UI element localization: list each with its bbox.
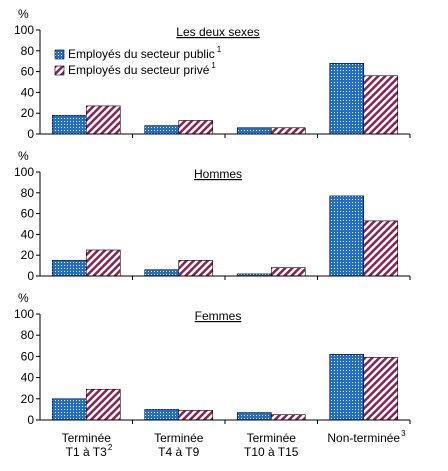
- y-tick-label: 0: [27, 413, 34, 427]
- panel-title: Les deux sexes: [176, 25, 259, 39]
- bar: [270, 414, 306, 421]
- y-tick-label: 0: [27, 127, 34, 141]
- bar: [236, 412, 272, 421]
- x-tick-note: 3: [401, 429, 406, 438]
- x-tick-label: T1 à T3: [66, 445, 107, 459]
- x-tick-label: Terminée: [62, 431, 112, 445]
- y-tick-label: 80: [21, 44, 35, 58]
- bar: [51, 260, 87, 277]
- y-tick-label: 80: [21, 186, 35, 200]
- bar: [144, 125, 180, 135]
- bar: [329, 353, 365, 421]
- x-tick-label: Terminée: [247, 431, 297, 445]
- y-tick-label: 100: [14, 307, 34, 321]
- bar: [270, 127, 306, 135]
- legend-label: Employés du secteur privé: [68, 63, 210, 77]
- bar: [329, 195, 365, 277]
- x-tick-label: T4 à T9: [158, 445, 199, 459]
- bar: [144, 269, 180, 277]
- bar: [85, 388, 121, 421]
- legend-swatch: [54, 49, 65, 60]
- bar: [329, 62, 365, 135]
- y-tick-label: 60: [21, 349, 35, 363]
- bar: [85, 249, 121, 277]
- y-tick-label: 100: [14, 23, 34, 37]
- bar: [51, 398, 87, 421]
- legend-label: Employés du secteur public: [68, 47, 215, 61]
- bar: [236, 127, 272, 135]
- legend-note: 1: [211, 61, 216, 70]
- y-tick-label: 100: [14, 165, 34, 179]
- x-tick-label: Terminée: [154, 431, 204, 445]
- x-tick-label: Non-terminée: [327, 431, 400, 445]
- bar: [363, 357, 399, 421]
- panel-title: Femmes: [195, 309, 242, 323]
- bar: [178, 260, 214, 277]
- y-axis-label: %: [18, 291, 29, 305]
- y-tick-label: 0: [27, 269, 34, 283]
- y-tick-label: 60: [21, 65, 35, 79]
- bar: [363, 75, 399, 135]
- y-tick-label: 20: [21, 392, 35, 406]
- x-tick-label: T10 à T15: [244, 445, 299, 459]
- bar: [85, 105, 121, 135]
- bar: [363, 220, 399, 277]
- y-tick-label: 40: [21, 85, 35, 99]
- y-tick-label: 20: [21, 248, 35, 262]
- bar: [270, 267, 306, 277]
- y-tick-label: 80: [21, 328, 35, 342]
- bar: [178, 410, 214, 421]
- bar: [144, 409, 180, 421]
- y-tick-label: 40: [21, 227, 35, 241]
- y-axis-label: %: [18, 7, 29, 21]
- y-tick-label: 20: [21, 106, 35, 120]
- bar: [51, 114, 87, 135]
- legend-swatch: [54, 65, 65, 76]
- y-tick-label: 60: [21, 207, 35, 221]
- legend-note: 1: [217, 45, 222, 54]
- bar: [178, 120, 214, 135]
- y-axis-label: %: [18, 149, 29, 163]
- panel-title: Hommes: [194, 167, 242, 181]
- x-tick-note: 2: [108, 443, 113, 452]
- y-tick-label: 40: [21, 371, 35, 385]
